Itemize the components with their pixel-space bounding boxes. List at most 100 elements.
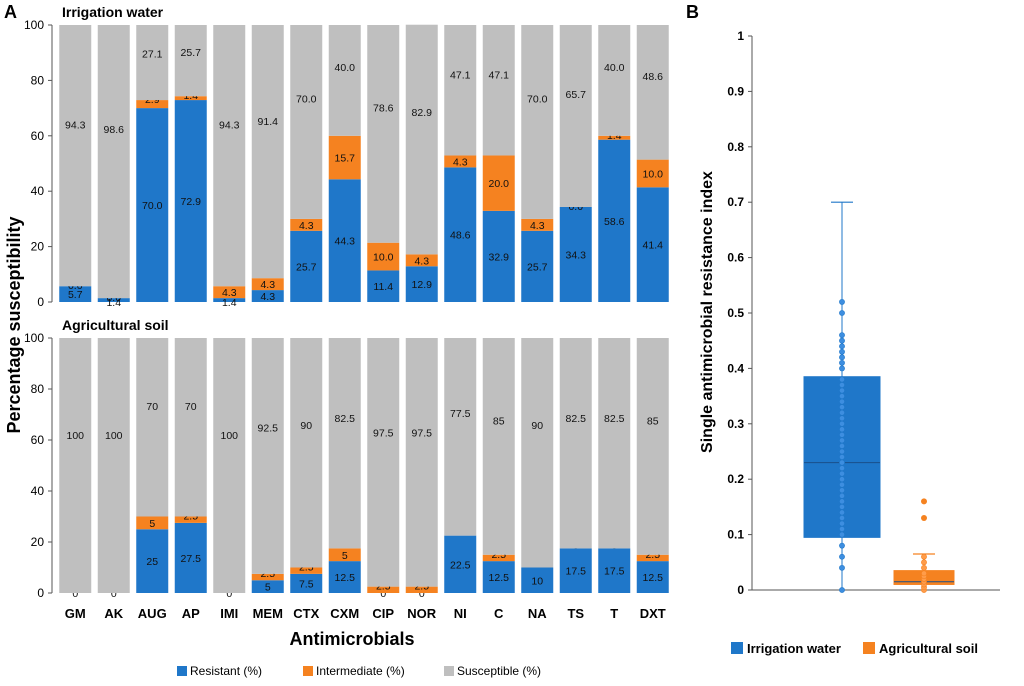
data-label-susceptible: 48.6 [643,71,664,83]
bar-susceptible [367,338,400,587]
bar-resistant [97,298,130,302]
data-label-susceptible: 100 [220,430,238,442]
data-label-resistant: 72.9 [181,196,202,208]
bar-resistant [251,290,284,302]
data-label-resistant: 12.5 [643,572,664,584]
bar-susceptible [482,338,515,555]
data-label-susceptible: 47.1 [450,70,471,82]
water-point [839,337,845,344]
category-label: CXM [330,606,359,621]
water-point [839,448,845,455]
bar-resistant [444,535,477,593]
bar-resistant [598,139,631,302]
panel-title: Irrigation water [62,4,164,20]
panel-title: Agricultural soil [62,317,169,333]
data-label-resistant: 4.3 [260,291,275,303]
water-point [839,354,845,361]
bar-intermediate [251,278,284,291]
water-point [839,409,845,416]
bar-intermediate [636,554,669,562]
data-label-resistant: 10 [531,575,543,587]
bar-susceptible [521,338,554,568]
data-label-resistant: 41.4 [643,240,664,252]
water-point [839,553,845,560]
y-tick-label: 0.7 [727,195,744,209]
category-label: CTX [293,606,319,621]
data-label-resistant: 25.7 [296,261,317,273]
water-point [839,515,845,521]
bar-resistant [136,108,169,302]
water-point [839,387,845,394]
water-point [839,542,845,549]
data-label-resistant: 0 [419,588,425,600]
bar-susceptible [136,25,169,101]
bar-resistant [405,266,438,302]
data-label-susceptible: 40.0 [335,62,356,74]
data-label-intermediate: 15.7 [335,153,356,165]
data-label-intermediate: 4.3 [453,156,468,168]
bar-susceptible [97,338,130,593]
bar-susceptible [444,25,477,156]
soil-point [921,564,927,571]
water-point [839,465,845,472]
data-label-resistant: 48.6 [450,230,471,242]
bar-susceptible [213,338,246,593]
legend-water-label: Irrigation water [747,641,841,656]
y-tick-label: 0 [37,295,44,309]
y-tick-label: 0.4 [727,361,744,375]
bar-intermediate [290,567,323,574]
bar-intermediate [136,100,169,109]
bar-intermediate [482,155,515,211]
y-tick-label: 0.9 [727,84,744,98]
data-label-intermediate: 5 [149,518,155,530]
data-label-resistant: 1.4 [222,297,237,309]
data-label-susceptible: 82.9 [412,107,433,119]
data-label-intermediate: 10.0 [373,252,394,264]
water-point [839,531,845,538]
soil-outlier [921,514,927,521]
bar-resistant [559,548,592,593]
data-label-susceptible: 100 [66,430,84,442]
category-label: NOR [407,606,437,621]
bar-intermediate [636,159,669,188]
data-label-resistant: 5.7 [68,289,83,301]
water-point [839,431,845,438]
bar-intermediate [521,218,554,231]
soil-outlier [921,498,927,505]
data-label-resistant: 12.5 [489,572,510,584]
bar-susceptible [290,25,323,219]
data-label-resistant: 17.5 [604,566,625,578]
category-label: CIP [372,606,394,621]
data-label-intermediate: 4.3 [299,220,314,232]
y-tick-label: 100 [24,18,44,32]
y-tick-label: 40 [31,484,45,498]
water-point [839,520,845,527]
bar-susceptible [636,25,669,160]
bar-intermediate [174,96,207,101]
data-label-susceptible: 90 [531,420,543,432]
legend-susceptible-swatch [444,666,454,676]
panel-b-letter: B [686,2,699,22]
y-tick-label: 0 [737,583,744,597]
water-point [839,487,845,494]
data-label-susceptible: 82.5 [335,413,356,425]
bar-intermediate [328,548,361,562]
category-label: C [494,606,504,621]
bar-resistant [482,210,515,302]
data-label-intermediate: 4.3 [260,279,275,291]
bar-susceptible [251,338,284,574]
bar-intermediate [328,135,361,180]
water-point [839,492,845,499]
legend-soil-swatch [863,642,875,654]
water-point [839,404,845,411]
panel-b-legend: Irrigation water Agricultural soil [731,641,978,656]
data-label-intermediate: 10.0 [643,168,664,180]
category-label: TS [567,606,584,621]
bar-susceptible [636,338,669,555]
data-label-resistant: 0 [226,588,232,600]
data-label-resistant: 27.5 [181,553,202,565]
data-label-susceptible: 98.6 [104,124,125,136]
bar-susceptible [559,338,592,549]
bar-intermediate [136,516,169,530]
data-label-resistant: 32.9 [489,251,510,263]
